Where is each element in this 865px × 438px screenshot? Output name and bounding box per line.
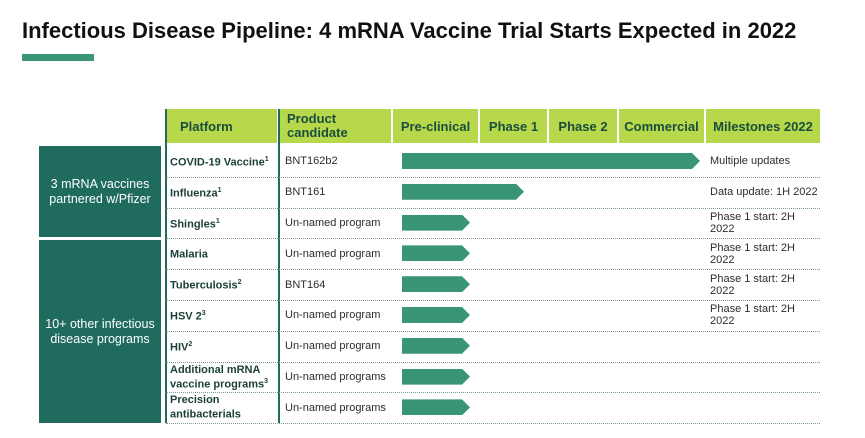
row-separator: [166, 207, 820, 209]
stage-progress-arrow: [402, 399, 470, 415]
milestone-text: Phase 1 start: 2H 2022: [710, 210, 795, 235]
product-candidate: Un-named program: [285, 309, 381, 322]
header-platform: Platform: [166, 109, 277, 143]
row-separator: [166, 238, 820, 240]
platform-name: Shingles1: [170, 208, 276, 239]
platform-label: COVID-19 Vaccine: [170, 156, 265, 169]
footnote-marker: 3: [264, 377, 269, 385]
milestone-text: Multiple updates: [710, 155, 791, 168]
stage-progress-arrow: [402, 153, 700, 169]
title-accent-bar: [22, 54, 94, 61]
platform-label: HSV 2: [170, 310, 202, 323]
stage-progress-arrow: [402, 338, 470, 354]
header-preclinical: Pre-clinical: [393, 109, 478, 143]
product-candidate: BNT164: [285, 278, 326, 291]
header-phase2: Phase 2: [549, 109, 617, 143]
row-separator: [166, 269, 820, 271]
platform-name: COVID-19 Vaccine1: [170, 146, 276, 177]
row-separator: [166, 361, 820, 363]
platform-name: Additional mRNA vaccine programs3: [170, 362, 276, 393]
platform-label: Tuberculosis: [170, 279, 238, 292]
platform-name: Precision antibacterials: [170, 392, 276, 423]
footnote-marker: 1: [217, 186, 222, 194]
platform-label: Additional mRNA vaccine programs: [170, 363, 265, 391]
table-left-border: [165, 109, 167, 423]
stage-progress-arrow: [402, 245, 470, 261]
stage-progress-arrow: [402, 369, 470, 385]
product-candidate: Un-named program: [285, 247, 381, 260]
product-candidate: Un-named programs: [285, 401, 386, 414]
header-milestones: Milestones 2022: [706, 109, 820, 143]
platform-name: Influenza1: [170, 177, 276, 208]
footnote-marker: 3: [201, 310, 206, 318]
stage-progress-arrow: [402, 276, 470, 292]
row-separator: [166, 392, 820, 394]
platform-name: HSV 23: [170, 300, 276, 331]
milestone-text: Phase 1 start: 2H 2022: [710, 303, 795, 328]
milestone-text: [710, 362, 820, 393]
platform-name: Tuberculosis2: [170, 269, 276, 300]
row-separator: [166, 423, 820, 425]
platform-label: HIV: [170, 341, 189, 354]
platform-name: HIV2: [170, 331, 276, 362]
page-title: Infectious Disease Pipeline: 4 mRNA Vacc…: [22, 18, 797, 43]
product-candidate: BNT162b2: [285, 155, 338, 168]
stage-progress-arrow: [402, 307, 470, 323]
milestone-text: Phase 1 start: 2H 2022: [710, 241, 795, 266]
row-separator: [166, 330, 820, 332]
row-separator: [166, 300, 820, 301]
milestone-text: Phase 1 start: 2H 2022: [710, 272, 795, 297]
milestone-text: [710, 331, 820, 362]
stage-progress-arrow: [402, 215, 470, 231]
group-pfizer-partnered: 3 mRNA vaccines partnered w/Pfizer: [39, 146, 161, 237]
header-commercial: Commercial: [619, 109, 704, 143]
stage-progress-arrow: [402, 184, 524, 200]
footnote-marker: 2: [237, 279, 242, 287]
milestone-text: [710, 392, 820, 423]
product-candidate: Un-named program: [285, 216, 381, 229]
product-candidate: BNT161: [285, 186, 326, 199]
group-other-programs: 10+ other infectious disease programs: [39, 240, 161, 423]
footnote-marker: 2: [188, 340, 193, 348]
platform-label: Malaria: [170, 249, 208, 262]
header-phase1: Phase 1: [480, 109, 547, 143]
product-candidate: Un-named programs: [285, 370, 386, 383]
row-separator: [166, 176, 820, 178]
header-product-candidate: Product candidate: [279, 109, 391, 143]
platform-label: Precision antibacterials: [170, 394, 241, 422]
footnote-marker: 1: [215, 217, 220, 225]
platform-name: Malaria: [170, 238, 276, 269]
platform-label: Influenza: [170, 187, 218, 200]
platform-label: Shingles: [170, 218, 216, 231]
footnote-marker: 1: [264, 156, 269, 164]
milestone-text: Data update: 1H 2022: [710, 186, 818, 199]
column-divider: [278, 109, 280, 423]
product-candidate: Un-named program: [285, 340, 381, 353]
